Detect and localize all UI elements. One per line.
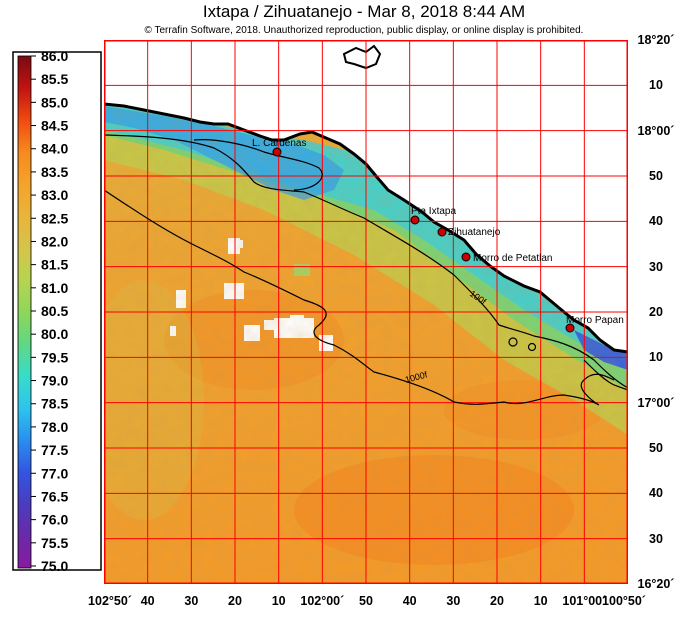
contour-100f-inner [193,139,323,191]
seamount-contour [527,342,537,352]
place-marker[interactable] [461,252,471,262]
latitude-label: 30 [649,259,663,274]
colorbar-label: 82.5 [41,210,68,226]
colorbar-label: 75.5 [41,535,68,551]
colorbar-label: 86.0 [41,48,68,64]
colorbar-label: 80.0 [41,326,68,342]
colorbar-label: 85.5 [41,71,68,87]
sea-surface-temperature-map: 100f 1000f L. Cardenas Pta Ixtapa Zihuat… [104,40,628,584]
colorbar-label: 77.5 [41,442,68,458]
lat-lon-grid [104,40,628,584]
colorbar-label: 76.5 [41,488,68,504]
latitude-label: 50 [649,169,663,183]
longitude-label: 40 [140,594,155,608]
longitude-label: 102°50´ [88,594,132,608]
longitude-label: 10 [533,594,548,608]
place-morro-de-petatlan[interactable]: Morro de Petatlan [461,252,553,264]
colorbar-label: 80.5 [41,303,68,319]
colorbar-label: 78.0 [41,419,68,435]
place-label: Morro Papan [566,315,624,326]
colorbar-label: 81.0 [41,280,68,296]
inland-lake [342,44,382,70]
place-marker[interactable] [410,215,420,225]
place-marker[interactable] [272,147,282,157]
colorbar-label: 76.0 [41,512,68,528]
longitude-label: 40 [402,594,417,608]
longitude-label: 10 [271,594,286,608]
longitude-axis-labels: 102°50´ 40 30 20 10 102°00´ 50 40 30 20 10 101°00´ 1… [0,594,690,616]
latitude-label: 18°20´ [637,33,675,47]
place-label: Pta Ixtapa [411,206,456,217]
latitude-label: 40 [649,214,663,229]
longitude-label: 30 [446,594,461,608]
place-marker[interactable] [565,323,575,333]
colorbar-label: 85.0 [41,94,68,110]
longitude-label: 20 [490,594,504,608]
place-label: L. Cardenas [252,138,306,149]
longitude-label: 102°00´ [300,594,345,608]
colorbar-label: 84.5 [41,118,68,134]
latitude-label: 18°00´ [637,123,675,138]
colorbar-label: 82.0 [41,233,68,249]
colorbar-label: 79.5 [41,349,68,365]
longitude-label: 50 [359,594,373,608]
map-title: Ixtapa / Zihuatanejo - Mar 8, 2018 8:44 … [202,2,526,21]
longitude-label: 30 [184,594,199,608]
colorbar-label: 75.0 [41,558,68,572]
colorbar-gradient [17,55,32,569]
seamount-contour [508,337,518,347]
place-marker[interactable] [437,227,447,237]
colorbar-label: 81.5 [41,257,68,273]
latitude-label: 40 [649,486,663,501]
colorbar-label: 78.5 [41,396,68,412]
place-l-cardenas[interactable]: L. Cardenas [252,138,306,157]
place-morro-papan[interactable]: Morro Papan [565,315,624,333]
latitude-label: 16°20´ [637,577,675,591]
colorbar-label: 79.0 [41,373,68,389]
contour-1000f [104,189,615,406]
latitude-label: 10 [649,78,663,93]
contour-papan [583,359,628,391]
place-zihuatanejo[interactable]: Zihuatanejo [437,227,501,238]
colorbar-label: 83.5 [41,164,68,180]
colorbar-label: 84.0 [41,141,68,157]
colorbar-label: 83.0 [41,187,68,203]
latitude-label: 10 [649,350,663,365]
longitude-label: 20 [228,594,242,608]
longitude-label: 101°00´ [562,594,607,608]
contour-100f [104,134,628,389]
latitude-label: 17°00´ [637,395,675,410]
latitude-label: 20 [649,305,663,319]
longitude-label: 100°50´ [602,594,646,608]
copyright-notice: © Terrafin Software, 2018. Unauthorized … [144,25,584,36]
place-label: Zihuatanejo [448,227,501,238]
place-label: Morro de Petatlan [473,253,553,264]
colorbar-label: 77.0 [41,465,68,481]
latitude-label: 30 [649,531,663,546]
latitude-axis-labels: 18°20´ 10 18°00´ 50 40 30 20 10 17°00´ 50 40 30 16°2… [628,0,690,626]
place-pta-ixtapa[interactable]: Pta Ixtapa [410,206,456,225]
latitude-label: 50 [649,441,663,455]
temperature-colorbar: 86.0 85.5 85.0 84.5 84.0 83.5 83.0 82.5 82.0 81.5… [12,48,102,572]
map-frame [104,40,628,584]
